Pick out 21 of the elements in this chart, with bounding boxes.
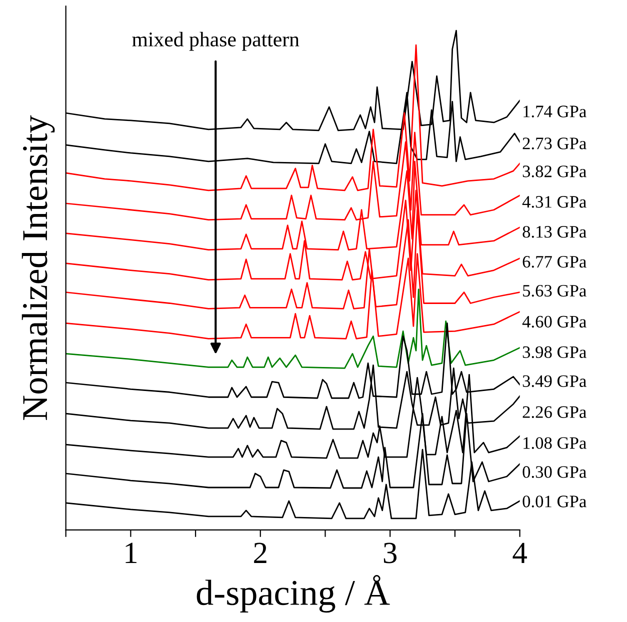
series-label: 4.60 GPa	[522, 316, 586, 328]
series-label: 2.73 GPa	[522, 138, 586, 150]
series-label: 6.77 GPa	[522, 256, 586, 268]
series-label: 0.30 GPa	[522, 466, 586, 478]
series-label: 1.74 GPa	[524, 106, 586, 118]
x-tick-label: 1	[126, 542, 136, 563]
series-label: 2.26 GPa	[522, 406, 586, 418]
series-label: 0.01 GPa	[522, 496, 586, 508]
series-label: 5.63 GPa	[523, 284, 586, 297]
series-label: 3.98 GPa	[522, 346, 586, 358]
series-label: 3.82 GPa	[522, 166, 586, 178]
series-label: 1.08 GPa	[524, 437, 586, 449]
series-label: 3.49 GPa	[522, 375, 586, 388]
x-tick-label: 4	[512, 542, 527, 563]
x-axis-title: d-spacing / Å	[196, 575, 390, 613]
x-tick-label: 3	[384, 542, 397, 564]
annotation: mixed phase pattern	[132, 32, 300, 51]
y-axis-title: Normalized Intensity	[22, 115, 55, 420]
series-label: 8.13 GPa	[522, 226, 586, 238]
series-label: 4.31 GPa	[522, 196, 586, 208]
x-tick-label: 2	[254, 542, 266, 563]
